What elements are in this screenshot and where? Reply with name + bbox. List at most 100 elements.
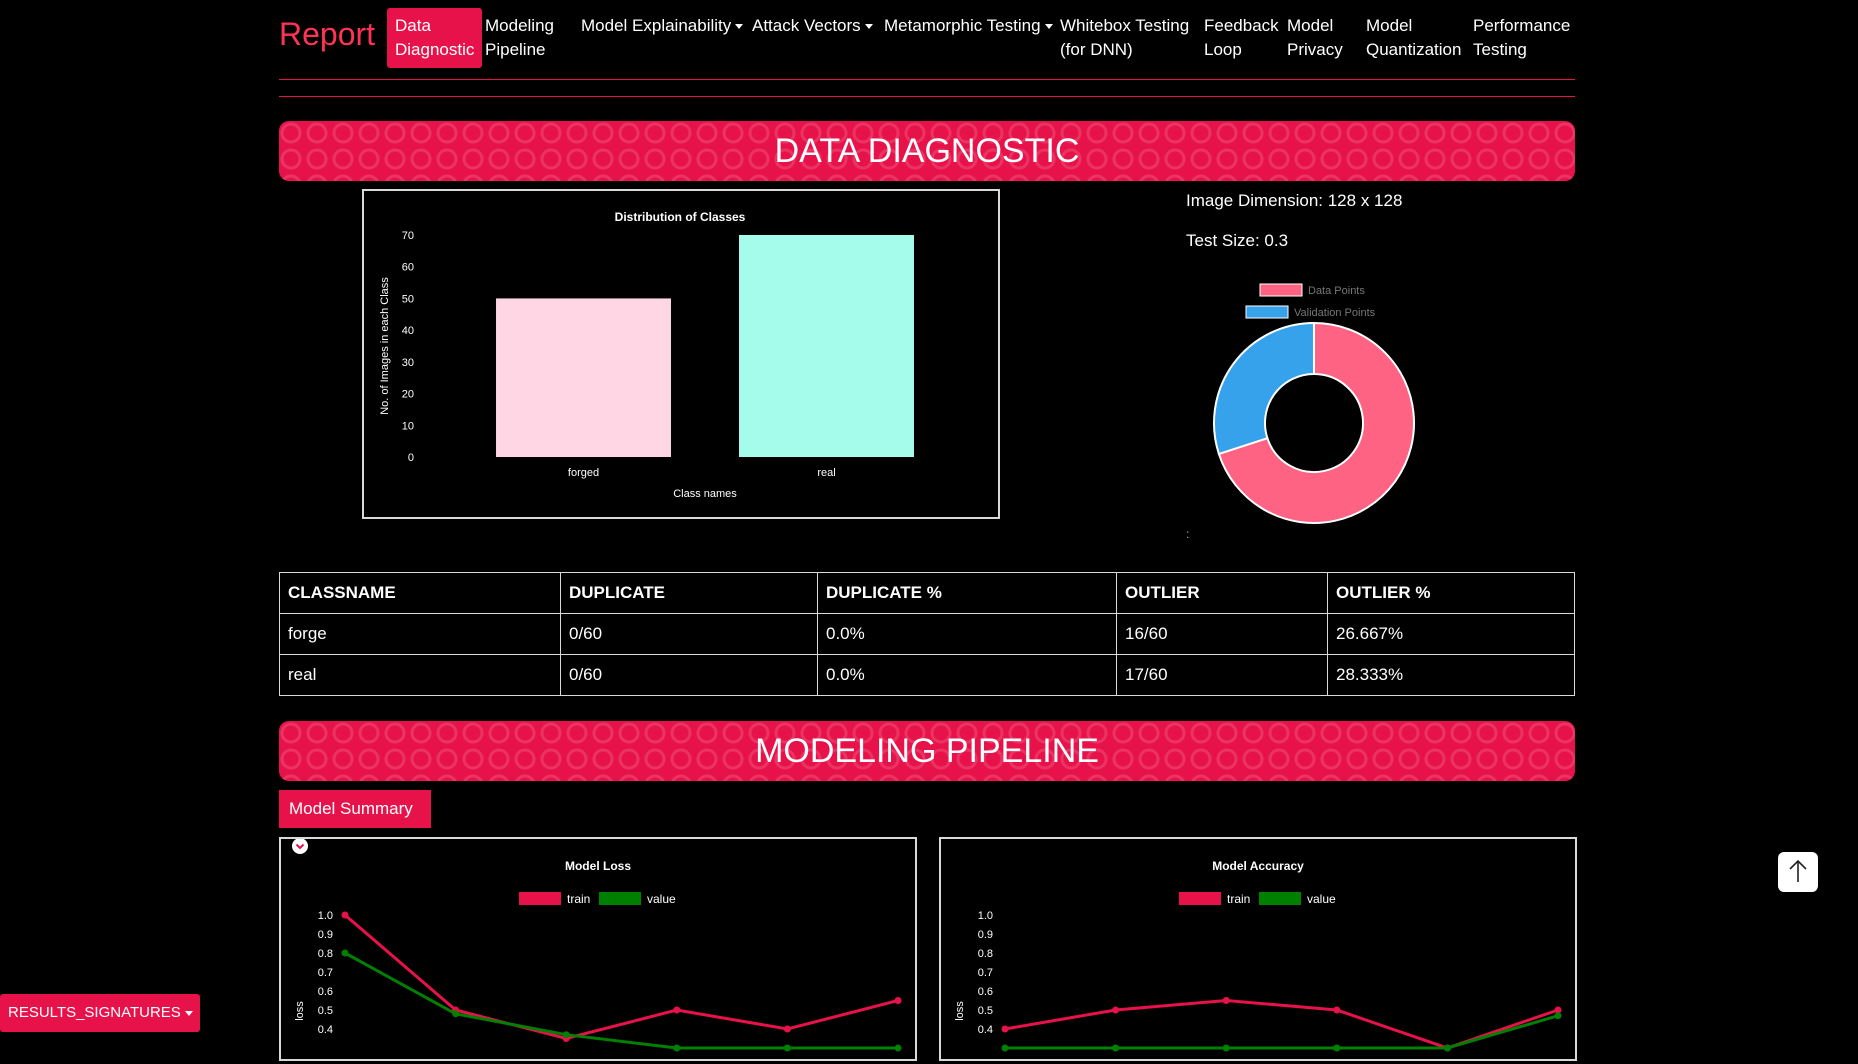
data-point xyxy=(1001,1025,1009,1033)
y-tick-label: 0.7 xyxy=(978,967,993,979)
y-tick-label: 0.5 xyxy=(318,1005,333,1017)
divider xyxy=(279,79,1575,80)
bar xyxy=(739,235,914,457)
nav-data-diagnostic[interactable]: Data Diagnostic xyxy=(387,8,483,68)
legend-label: value xyxy=(647,892,676,906)
y-axis-label: No. of Images in each Class xyxy=(379,277,391,415)
data-point xyxy=(1222,1044,1230,1052)
y-tick-label: 0 xyxy=(408,452,414,464)
y-tick-label: 0.6 xyxy=(978,986,993,998)
data-point xyxy=(673,1006,681,1014)
data-point xyxy=(1112,1006,1120,1014)
nav-model-quantization[interactable]: Model Quantization xyxy=(1366,16,1462,59)
data-point xyxy=(1001,1044,1009,1052)
series-line-value xyxy=(344,951,898,1050)
model-summary-label: Model Summary xyxy=(289,799,413,818)
legend-label: Data Points xyxy=(1308,285,1365,297)
chevron-down-circle-icon xyxy=(292,838,308,854)
y-tick-label: 0.4 xyxy=(318,1024,333,1036)
y-tick-label: 0.4 xyxy=(978,1024,993,1036)
y-axis-label: loss xyxy=(294,1001,306,1021)
section-banner-data-diagnostic: DATA DIAGNOSTIC xyxy=(279,121,1575,181)
column-header: OUTLIER % xyxy=(1327,572,1575,614)
y-tick-label: 0.9 xyxy=(318,929,333,941)
results-dropdown-button[interactable]: RESULTS_SIGNATURES xyxy=(0,994,200,1032)
data-point xyxy=(1443,1044,1451,1052)
data-split-doughnut-chart: Data Points Validation Points xyxy=(1213,283,1415,524)
data-point xyxy=(1554,1006,1562,1014)
column-header: DUPLICATE % xyxy=(817,572,1117,614)
table-row: forge 0/60 0.0% 16/60 26.667% xyxy=(279,613,1575,655)
legend-swatch xyxy=(1179,892,1221,905)
stray-mark: : xyxy=(1186,527,1190,541)
legend-swatch xyxy=(599,892,641,905)
loss-chart-panel: Model Loss train value 0.4 0.5 0.6 0.7 0.8 0.9 1.… xyxy=(279,837,917,1061)
x-axis-label: Class names xyxy=(673,488,737,500)
table-cell: 16/60 xyxy=(1116,613,1328,655)
scroll-to-top-button[interactable] xyxy=(1778,852,1818,892)
y-tick-label: 20 xyxy=(402,389,414,401)
caret-down-icon xyxy=(735,24,744,30)
arrow-up-icon xyxy=(1789,859,1807,882)
data-point xyxy=(894,997,902,1004)
legend-label: train xyxy=(1227,892,1250,906)
data-point xyxy=(894,1044,902,1052)
bar-chart-panel: Distribution of Classes 0 10 20 30 40 50 60 70 fo… xyxy=(362,189,1000,519)
nav-modeling-pipeline[interactable]: Modeling Pipeline xyxy=(485,16,554,59)
model-loss-chart: Model Loss train value 0.4 0.5 0.6 0.7 0.8 0.9 1.… xyxy=(294,859,902,1052)
data-point xyxy=(1112,1044,1120,1052)
brand-title[interactable]: Report xyxy=(279,16,376,52)
series-line-train xyxy=(344,913,899,1041)
nav-attack-vectors[interactable]: Attack Vectors xyxy=(744,8,881,44)
legend-swatch xyxy=(1245,305,1289,319)
bar xyxy=(496,298,671,457)
caret-down-icon xyxy=(1044,24,1053,30)
legend-label: value xyxy=(1307,892,1336,906)
data-point xyxy=(1554,1012,1562,1020)
y-tick-label: 70 xyxy=(402,230,414,242)
caret-down-icon xyxy=(864,24,873,30)
nav-performance-testing[interactable]: Performance Testing xyxy=(1473,16,1571,59)
doughnut-slice xyxy=(1213,321,1315,456)
y-tick-label: 0.8 xyxy=(318,948,333,960)
nav-model-privacy[interactable]: Model Privacy xyxy=(1287,16,1343,59)
test-size: Test Size: 0.3 xyxy=(1186,231,1289,250)
data-point xyxy=(452,1010,460,1018)
y-tick-label: 1.0 xyxy=(318,910,333,922)
data-point xyxy=(562,1031,570,1039)
chart-title: Model Loss xyxy=(565,859,631,873)
y-tick-label: 40 xyxy=(402,325,414,337)
legend-swatch xyxy=(519,892,561,905)
data-point xyxy=(673,1044,681,1052)
data-point xyxy=(341,949,349,957)
y-tick-label: 0.7 xyxy=(318,967,333,979)
data-point xyxy=(1222,997,1230,1004)
nav-metamorphic-testing[interactable]: Metamorphic Testing xyxy=(876,8,1061,44)
doughnut-slice xyxy=(1217,321,1415,524)
y-tick-label: 0.5 xyxy=(978,1005,993,1017)
nav-model-explainability[interactable]: Model Explainability xyxy=(573,8,751,44)
data-point xyxy=(783,1044,791,1052)
table-cell: 26.667% xyxy=(1327,613,1575,655)
divider xyxy=(279,96,1575,97)
section-banner-modeling-pipeline: MODELING PIPELINE xyxy=(279,721,1575,781)
navbar: Report Data Diagnostic Modeling Pipeline M… xyxy=(279,0,1575,80)
data-point xyxy=(1333,1044,1341,1052)
legend-swatch xyxy=(1259,283,1303,297)
y-tick-label: 0.9 xyxy=(978,929,993,941)
y-tick-label: 0.8 xyxy=(978,948,993,960)
nav-feedback-loop[interactable]: Feedback Loop xyxy=(1204,16,1279,59)
class-distribution-chart: Distribution of Classes 0 10 20 30 40 50 60 70 fo… xyxy=(379,210,914,500)
legend-label: Validation Points xyxy=(1294,307,1376,319)
column-header: OUTLIER xyxy=(1116,572,1328,614)
data-point xyxy=(1333,1006,1341,1014)
table-cell: 0.0% xyxy=(817,613,1117,655)
table-cell: 28.333% xyxy=(1327,654,1575,696)
model-summary-button[interactable]: Model Summary xyxy=(279,790,431,854)
data-point xyxy=(341,911,349,919)
y-tick-label: 30 xyxy=(402,357,414,369)
table-cell: 17/60 xyxy=(1116,654,1328,696)
nav-whitebox-testing[interactable]: Whitebox Testing (for DNN) xyxy=(1060,16,1190,59)
diagnostic-table: CLASSNAME DUPLICATE DUPLICATE % OUTLIER … xyxy=(279,572,1575,696)
y-tick-label: 0.6 xyxy=(318,986,333,998)
